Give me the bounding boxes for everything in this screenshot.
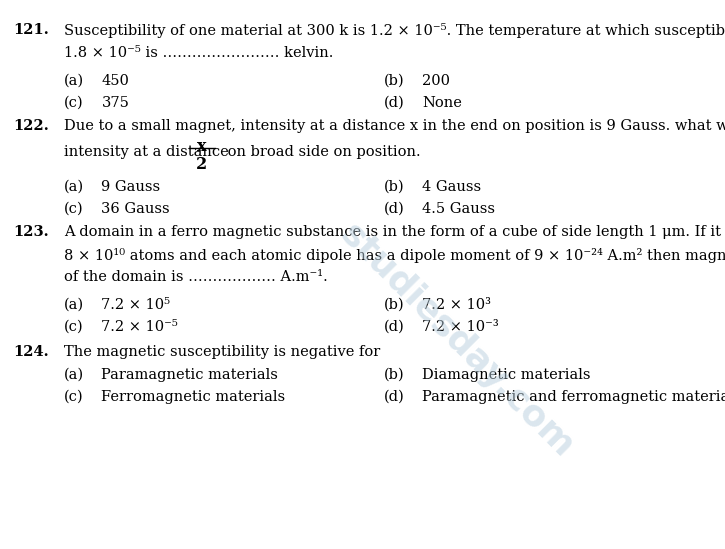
- Text: Due to a small magnet, intensity at a distance x in the end on position is 9 Gau: Due to a small magnet, intensity at a di…: [64, 119, 725, 133]
- Text: The magnetic susceptibility is negative for: The magnetic susceptibility is negative …: [64, 345, 380, 359]
- Text: (a): (a): [64, 298, 84, 312]
- Text: A domain in a ferro magnetic substance is in the form of a cube of side length 1: A domain in a ferro magnetic substance i…: [64, 225, 725, 239]
- Text: of the domain is ……………… A.m⁻¹.: of the domain is ……………… A.m⁻¹.: [64, 270, 328, 284]
- Text: (d): (d): [384, 202, 405, 216]
- Text: (a): (a): [64, 368, 84, 382]
- Text: (a): (a): [64, 74, 84, 88]
- Text: x: x: [196, 138, 207, 155]
- Text: Paramagnetic and ferromagnetic materials: Paramagnetic and ferromagnetic materials: [422, 390, 725, 404]
- Text: 4.5 Gauss: 4.5 Gauss: [422, 202, 495, 216]
- Text: 7.2 × 10⁻⁵: 7.2 × 10⁻⁵: [102, 320, 178, 334]
- Text: (c): (c): [64, 390, 83, 404]
- Text: 122.: 122.: [13, 119, 49, 133]
- Text: Susceptibility of one material at 300 k is 1.2 × 10⁻⁵. The temperature at which : Susceptibility of one material at 300 k …: [64, 23, 725, 38]
- Text: (c): (c): [64, 202, 83, 216]
- Text: 36 Gauss: 36 Gauss: [102, 202, 170, 216]
- Text: 124.: 124.: [13, 345, 49, 359]
- Text: (c): (c): [64, 320, 83, 334]
- Text: (b): (b): [384, 368, 405, 382]
- Text: 121.: 121.: [13, 23, 49, 37]
- Text: (d): (d): [384, 390, 405, 404]
- Text: Diamagnetic materials: Diamagnetic materials: [422, 368, 590, 382]
- Text: (d): (d): [384, 96, 405, 110]
- Text: on broad side on position.: on broad side on position.: [223, 145, 421, 159]
- Text: (c): (c): [64, 96, 83, 110]
- Text: (a): (a): [64, 180, 84, 194]
- Text: intensity at a distance: intensity at a distance: [64, 145, 233, 159]
- Text: 9 Gauss: 9 Gauss: [102, 180, 161, 194]
- Text: (b): (b): [384, 74, 405, 88]
- Text: 4 Gauss: 4 Gauss: [422, 180, 481, 194]
- Text: 2: 2: [196, 156, 207, 173]
- Text: Ferromagnetic materials: Ferromagnetic materials: [102, 390, 286, 404]
- Text: 7.2 × 10⁵: 7.2 × 10⁵: [102, 298, 170, 312]
- Text: studiesday.com: studiesday.com: [334, 217, 580, 464]
- Text: 8 × 10¹⁰ atoms and each atomic dipole has a dipole moment of 9 × 10⁻²⁴ A.m² then: 8 × 10¹⁰ atoms and each atomic dipole ha…: [64, 248, 725, 262]
- Text: None: None: [422, 96, 462, 110]
- Text: Paramagnetic materials: Paramagnetic materials: [102, 368, 278, 382]
- Text: (b): (b): [384, 298, 405, 312]
- Text: 450: 450: [102, 74, 129, 88]
- Text: (d): (d): [384, 320, 405, 334]
- Text: 200: 200: [422, 74, 450, 88]
- Text: 123.: 123.: [13, 225, 49, 239]
- Text: 375: 375: [102, 96, 129, 110]
- Text: 7.2 × 10³: 7.2 × 10³: [422, 298, 491, 312]
- Text: (b): (b): [384, 180, 405, 194]
- Text: 7.2 × 10⁻³: 7.2 × 10⁻³: [422, 320, 499, 334]
- Text: 1.8 × 10⁻⁵ is …………………… kelvin.: 1.8 × 10⁻⁵ is …………………… kelvin.: [64, 46, 334, 60]
